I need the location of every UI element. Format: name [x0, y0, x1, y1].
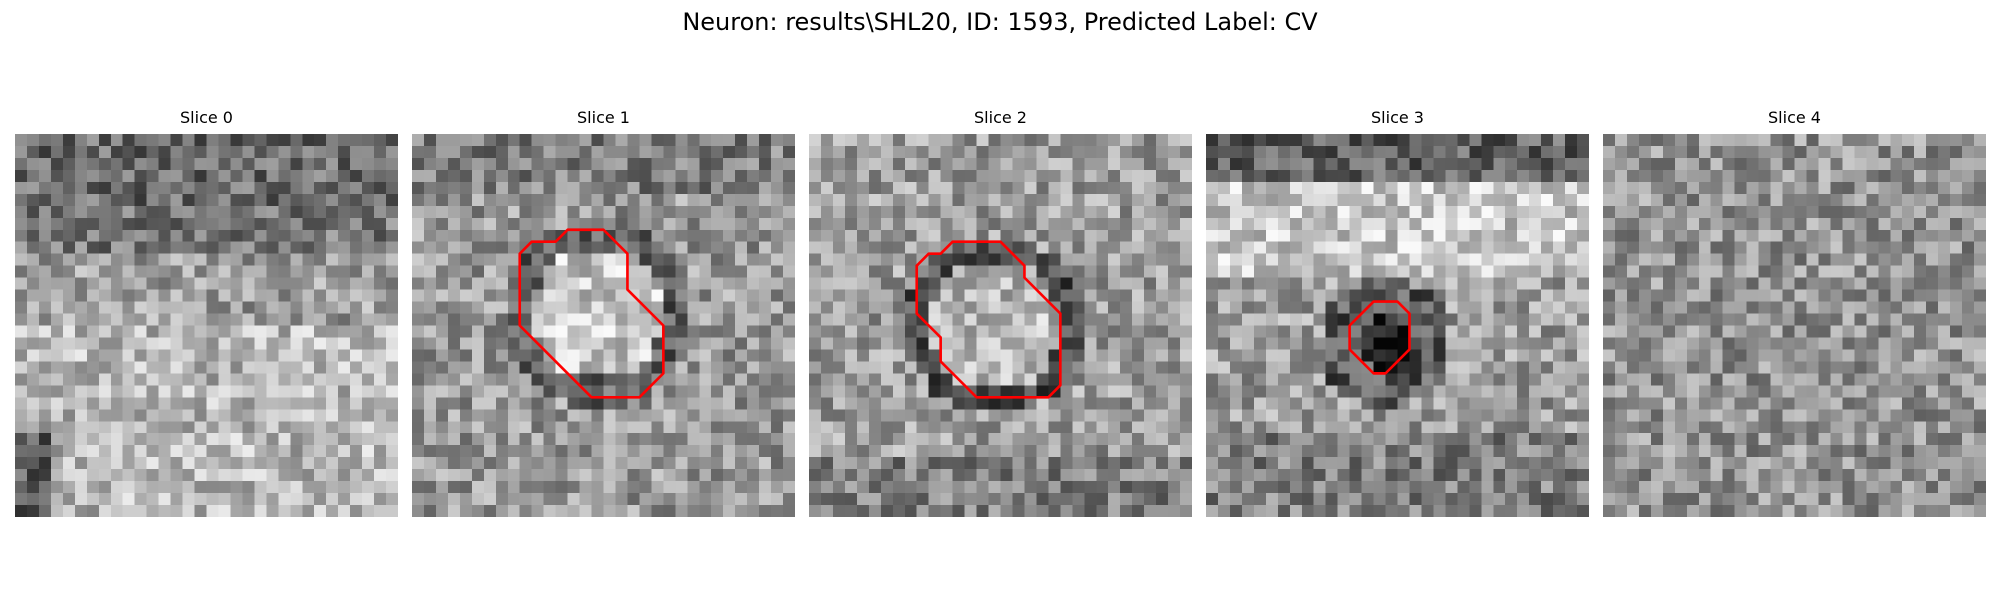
slice-image-1: [412, 134, 795, 517]
slice-contour-overlay-2: [915, 240, 1062, 399]
slice-image-3: [1206, 134, 1589, 517]
slice-image-2: [809, 134, 1192, 517]
slice-title-0: Slice 0: [180, 108, 233, 127]
slice-title-2: Slice 2: [974, 108, 1027, 127]
slice-contour-overlay-1: [518, 228, 665, 399]
slice-title-1: Slice 1: [577, 108, 630, 127]
slice-title-3: Slice 3: [1371, 108, 1424, 127]
slice-title-4: Slice 4: [1768, 108, 1821, 127]
slice-contour-overlay-3: [1348, 300, 1411, 375]
slice-contour-overlay-0: [15, 134, 398, 517]
figure-title: Neuron: results\SHL20, ID: 1593, Predict…: [682, 8, 1318, 36]
cell-contour-2: [915, 240, 1062, 399]
slice-contour-overlay-4: [1603, 134, 1986, 517]
cell-contour-1: [518, 228, 665, 399]
slice-image-0: [15, 134, 398, 517]
slice-image-4: [1603, 134, 1986, 517]
cell-contour-3: [1348, 300, 1411, 375]
